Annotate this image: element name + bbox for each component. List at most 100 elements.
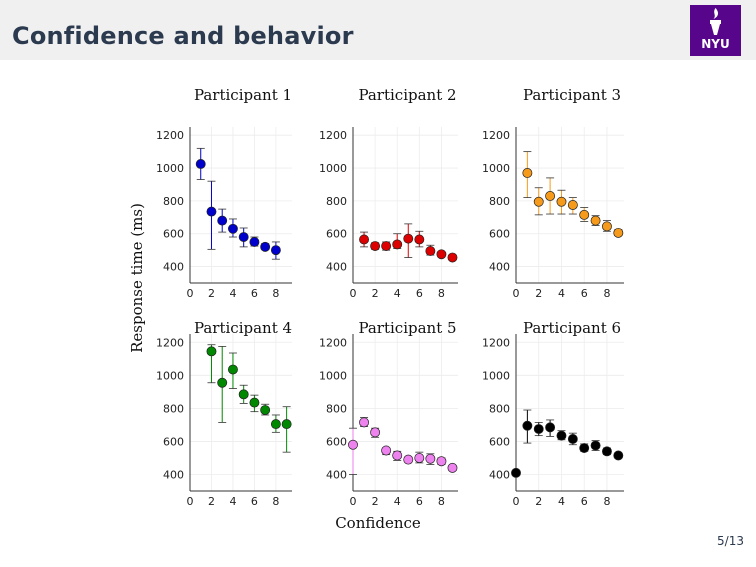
panel-5: 0 2 4 6 8 400 600 800 1000 1200 Participant 5 [319,319,458,508]
y-tick-label: 1200 [319,129,347,142]
data-point [227,223,238,234]
x-tick-label: 8 [272,287,279,300]
y-tick-label: 1200 [156,129,184,142]
data-point [533,424,544,434]
page-number: 5/13 [717,534,744,548]
data-point [392,450,403,461]
data-point [590,215,601,226]
data-point [403,233,414,244]
y-tick-label: 400 [489,468,510,481]
data-point [217,215,228,226]
data-point [414,452,425,463]
logo-text: NYU [701,37,730,51]
panel-title: Participant 1 [194,86,292,104]
y-tick-label: 1000 [156,369,184,382]
panel-title: Participant 4 [194,319,292,337]
y-tick-label: 1000 [319,369,347,382]
panel-title: Participant 6 [523,319,621,337]
data-point [370,241,381,252]
data-point [249,397,260,408]
x-tick-label: 6 [251,287,258,300]
x-tick-label: 0 [513,287,520,300]
data-point [359,234,370,245]
panel-6: 0 2 4 6 8 400 600 800 1000 1200 Participant 6 [482,319,624,508]
data-point [522,420,533,431]
x-tick-label: 8 [272,495,279,508]
data-point [260,405,271,415]
x-tick-label: 4 [558,287,565,300]
y-tick-label: 600 [489,228,510,241]
panel-1: 0 2 4 6 8 400 600 800 1000 1200 Participant 1 [156,86,292,300]
y-tick-label: 1200 [482,336,510,349]
data-point [381,445,392,456]
y-tick-label: 800 [163,402,184,415]
x-tick-label: 0 [187,495,194,508]
x-tick-label: 6 [581,495,588,508]
data-point [447,252,458,263]
x-tick-label: 2 [535,287,542,300]
data-point [613,227,624,238]
panel-3: 0 2 4 6 8 400 600 800 1000 1200 Participant 3 [482,86,624,300]
data-point [217,377,228,388]
x-tick-label: 6 [581,287,588,300]
nyu-logo: NYU [690,5,741,56]
torch-icon [710,8,721,35]
y-tick-label: 600 [489,435,510,448]
x-tick-label: 2 [208,287,215,300]
y-tick-label: 800 [326,402,347,415]
x-tick-label: 8 [603,287,610,300]
data-point [206,346,217,357]
title-bar: Confidence and behavior NYU [0,0,756,60]
data-point [545,422,556,433]
data-point [270,245,281,256]
data-point [579,209,590,220]
panel-title: Participant 5 [358,319,456,337]
data-point [195,158,206,169]
x-tick-label: 2 [208,495,215,508]
y-tick-label: 400 [489,261,510,274]
panel-4: 0 2 4 6 8 400 600 800 1000 1200 Participant 4 [156,319,292,508]
x-tick-label: 4 [229,495,236,508]
x-tick-label: 4 [394,495,401,508]
y-tick-label: 1200 [482,129,510,142]
data-point [414,234,425,245]
y-tick-label: 1200 [319,336,347,349]
data-point [270,419,281,430]
data-point [590,440,601,451]
data-point [238,389,249,400]
data-point [613,450,624,461]
x-tick-label: 2 [372,495,379,508]
data-point [381,241,392,252]
panel-title: Participant 2 [358,86,456,104]
slide-title: Confidence and behavior [12,22,354,50]
x-axis-label: Confidence [335,514,421,532]
y-tick-label: 400 [163,261,184,274]
data-point [447,462,458,473]
x-tick-label: 0 [350,287,357,300]
data-point [238,232,249,242]
y-tick-label: 600 [163,228,184,241]
data-point [567,433,578,444]
data-point [206,206,217,217]
data-point [567,200,578,210]
y-tick-label: 1000 [319,162,347,175]
x-tick-label: 2 [535,495,542,508]
y-tick-label: 600 [326,435,347,448]
y-tick-label: 400 [326,468,347,481]
x-tick-label: 0 [187,287,194,300]
data-point [511,467,521,478]
x-tick-label: 8 [438,287,445,300]
y-tick-label: 1000 [482,162,510,175]
x-tick-label: 0 [350,495,357,508]
y-tick-label: 800 [489,195,510,208]
data-point [260,241,271,252]
x-tick-label: 6 [416,495,423,508]
y-tick-label: 800 [163,195,184,208]
data-point [522,168,533,178]
y-tick-label: 1000 [482,369,510,382]
x-tick-label: 4 [394,287,401,300]
x-tick-label: 8 [438,495,445,508]
y-tick-label: 1200 [156,336,184,349]
data-point [533,196,544,207]
data-point [403,454,414,465]
